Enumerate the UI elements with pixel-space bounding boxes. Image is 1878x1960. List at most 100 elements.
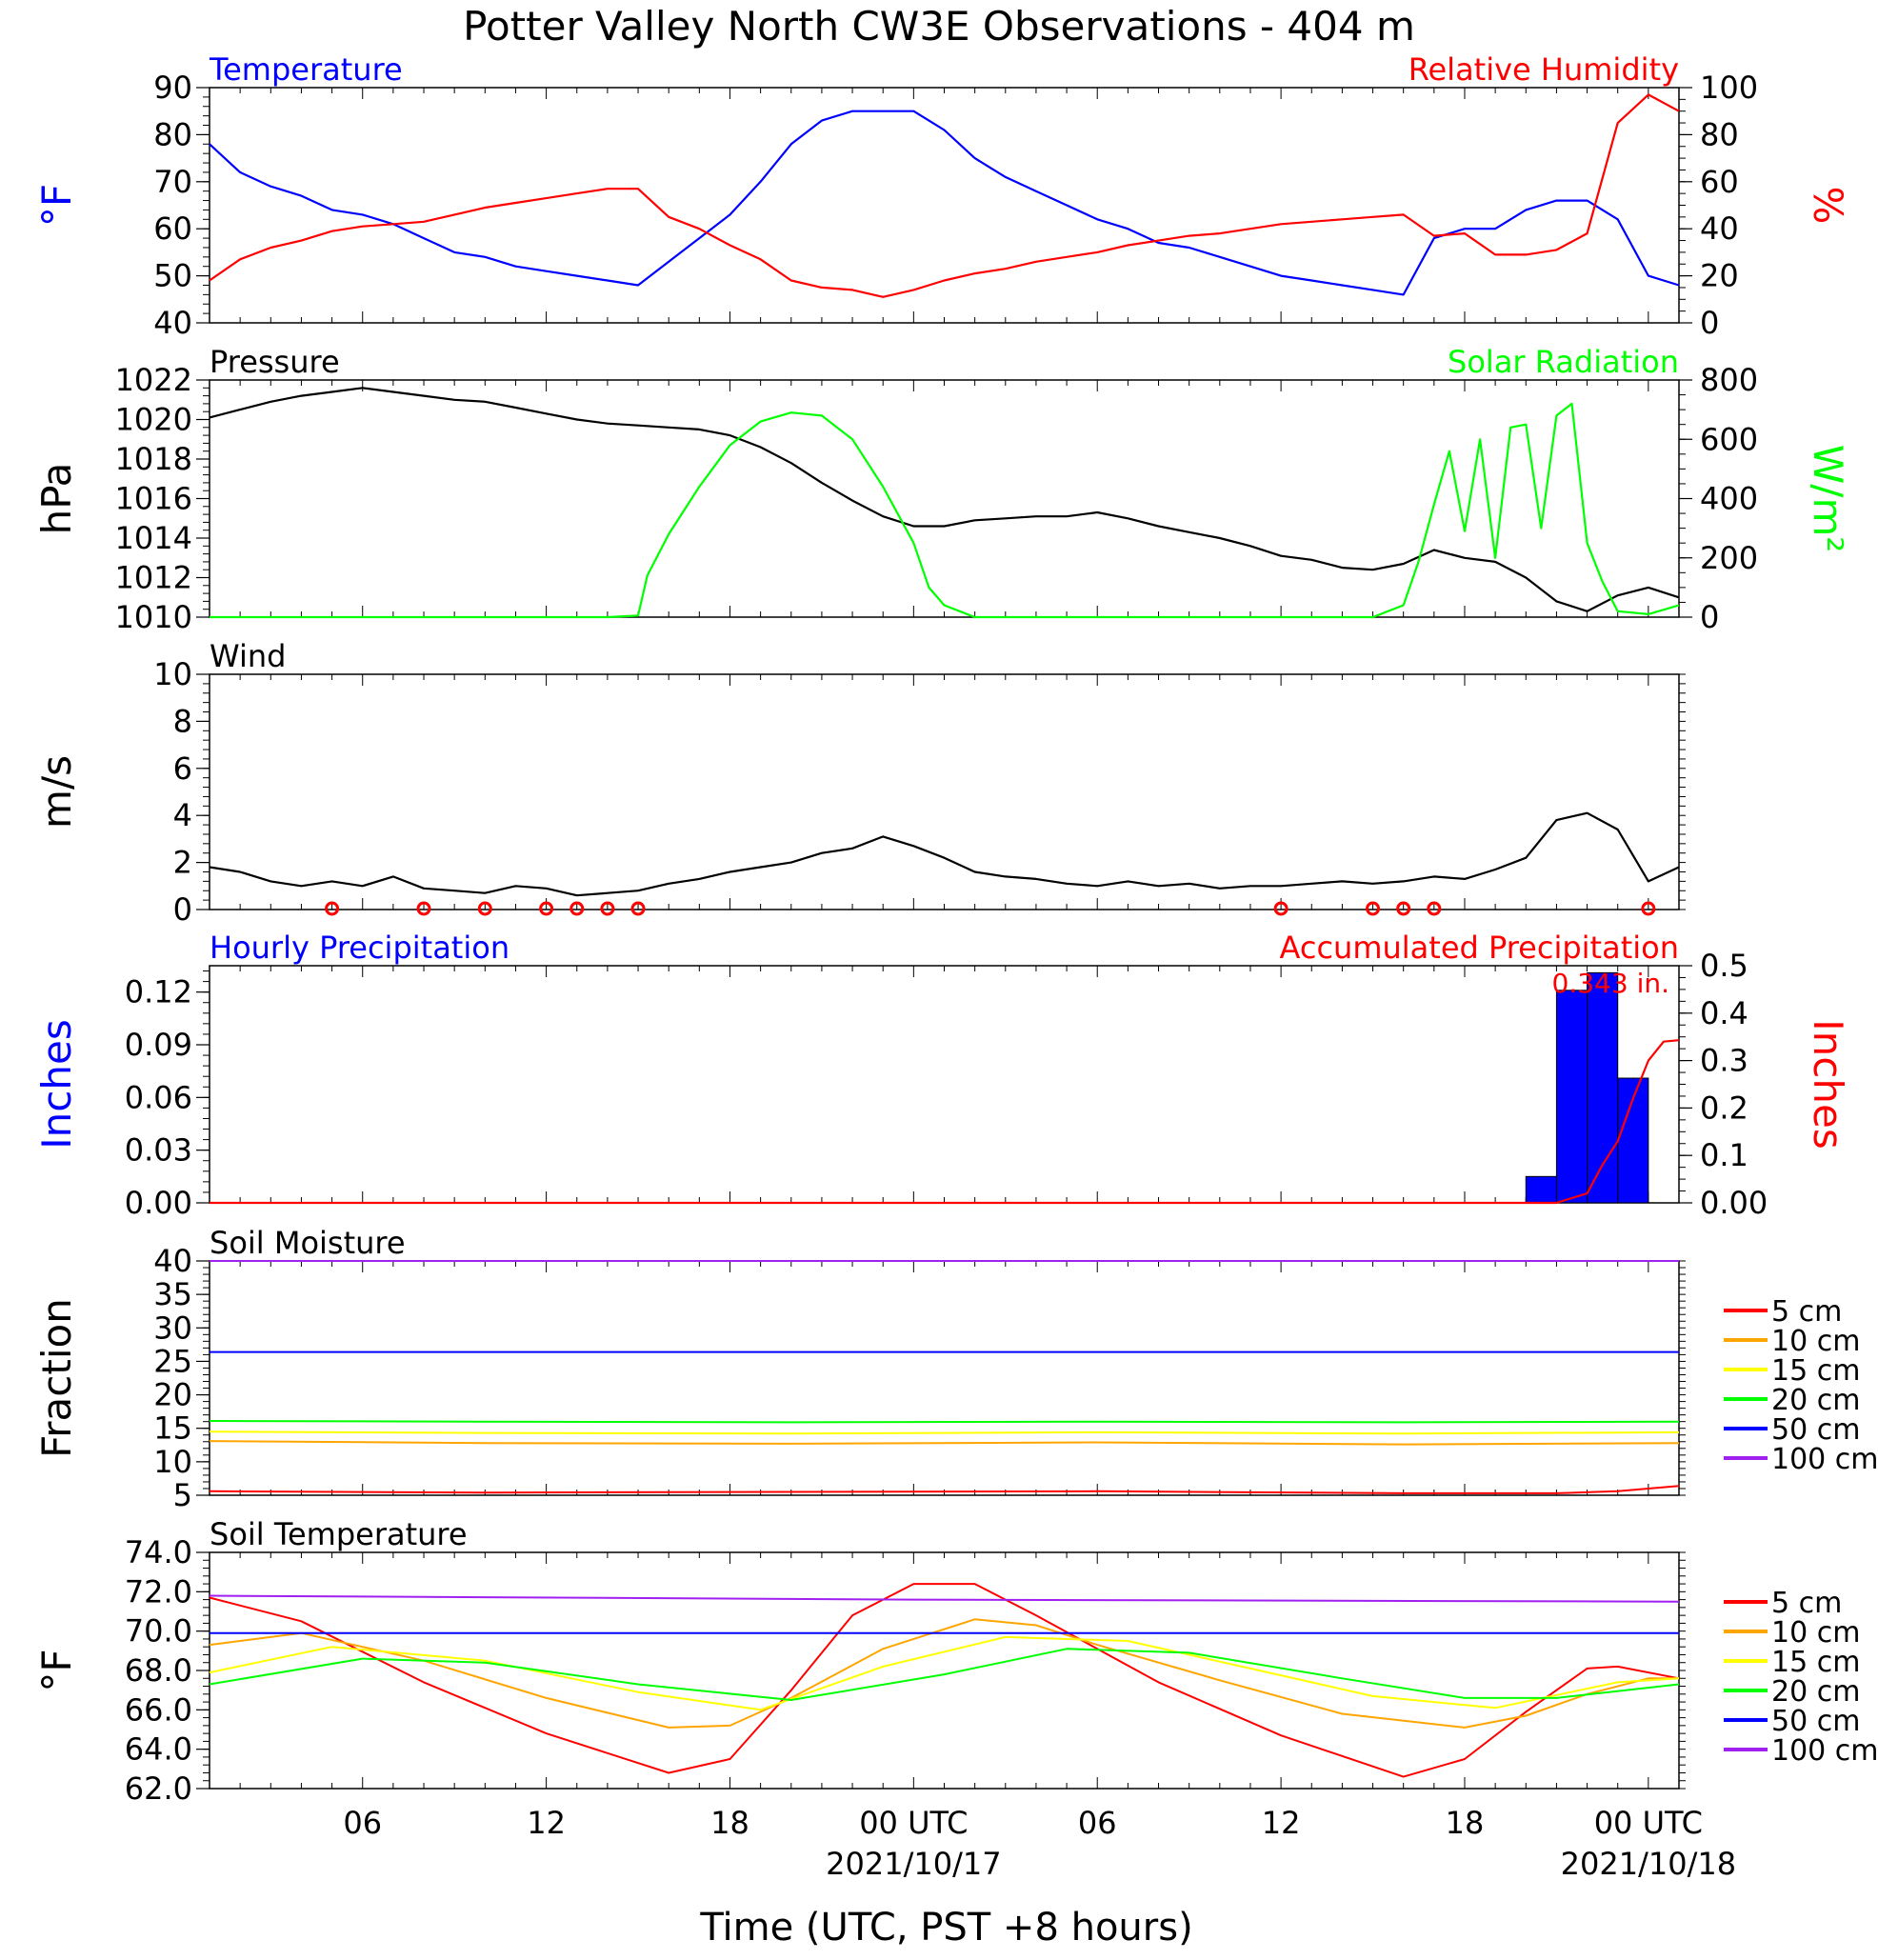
y-tick-label-left: 72.0: [125, 1573, 192, 1610]
panel-title-left: Wind: [210, 638, 286, 674]
calm-wind-marker: [539, 901, 554, 916]
legend-label: 10 cm: [1771, 1616, 1860, 1650]
panel-title-right: Solar Radiation: [1448, 344, 1679, 380]
series-line-wind: [209, 811, 1680, 897]
y-tick-label-right: 0.3: [1700, 1043, 1748, 1079]
series-line-accumulated-precipitation: [210, 1039, 1680, 1205]
y-tick-label-left: 68.0: [125, 1652, 192, 1689]
y-tick-label-left: 74.0: [125, 1534, 192, 1570]
y-tick-label-left: 1018: [115, 441, 192, 477]
legend-label: 5 cm: [1771, 1587, 1842, 1620]
plot-frame: [209, 673, 1680, 910]
y-tick-label-left: 20: [153, 1377, 192, 1413]
y-tick-label-right: 400: [1700, 481, 1758, 517]
y-tick-label-right: 0.4: [1700, 995, 1748, 1031]
y-tick-label-left: 1022: [115, 362, 192, 398]
calm-wind-marker: [600, 901, 615, 916]
plot-frame: [209, 1260, 1680, 1496]
time-tick-label: 12: [527, 1805, 566, 1841]
y-tick-label-right: 100: [1700, 70, 1758, 106]
y-tick-label-right: 20: [1700, 258, 1739, 294]
time-tick-label: 00 UTC: [1594, 1805, 1703, 1841]
y-tick-label-left: 1020: [115, 402, 192, 438]
figure-title: Potter Valley North CW3E Observations - …: [463, 3, 1415, 50]
y-tick-label-right: 0.2: [1700, 1090, 1748, 1126]
y-tick-label-left: 15: [153, 1410, 192, 1447]
precip-bar: [1525, 1175, 1557, 1204]
series-line-20-cm: [209, 1420, 1680, 1424]
panel-title-right: Relative Humidity: [1408, 51, 1679, 88]
y-tick-label-left: 0.03: [125, 1132, 192, 1169]
y-tick-label-left: 1010: [115, 599, 192, 635]
panel-title-left: Pressure: [210, 344, 340, 380]
legend-label: 5 cm: [1771, 1295, 1842, 1329]
y-tick-label-left: 0: [173, 891, 192, 928]
precip-bar: [1555, 990, 1588, 1204]
calm-wind-marker: [1273, 901, 1289, 916]
calm-wind-marker: [1366, 901, 1381, 916]
legend-label: 15 cm: [1771, 1354, 1860, 1388]
calm-wind-marker: [630, 901, 646, 916]
calm-wind-marker: [416, 901, 431, 916]
y-tick-label-right: 200: [1700, 540, 1758, 576]
calm-wind-marker: [1396, 901, 1411, 916]
y-tick-label-left: 1012: [115, 560, 192, 596]
y-tick-label-left: 0.06: [125, 1079, 192, 1115]
plot-frame: [209, 965, 1680, 1204]
y-tick-label-left: 0.09: [125, 1027, 192, 1063]
legend-label: 100 cm: [1771, 1734, 1878, 1768]
unit-label-left: m/s: [33, 755, 80, 829]
time-tick-label: 18: [1446, 1805, 1485, 1841]
y-tick-label-right: 60: [1700, 164, 1739, 200]
legend-label: 50 cm: [1771, 1413, 1860, 1447]
y-tick-label-right: 0: [1700, 599, 1719, 635]
unit-label-right: W/m²: [1805, 445, 1851, 552]
y-tick-label-left: 5: [173, 1477, 192, 1513]
calm-wind-marker: [477, 901, 492, 916]
y-tick-label-right: 600: [1700, 421, 1758, 457]
calm-wind-marker: [325, 901, 340, 916]
series-line-relative-humidity: [209, 93, 1680, 298]
series-line-15-cm: [209, 1430, 1680, 1435]
legend-label: 10 cm: [1771, 1325, 1860, 1358]
y-tick-label-left: 35: [153, 1276, 192, 1312]
panel-title-left: Soil Moisture: [210, 1225, 406, 1261]
y-tick-label-left: 0.00: [125, 1185, 192, 1221]
panel-temp_rh: 40 50 60 70 80 90 0 20 40 60 80 100 Temperature Relat…: [33, 51, 1851, 341]
precip-bar: [1587, 971, 1619, 1204]
y-tick-label-left: 10: [153, 1444, 192, 1480]
y-tick-label-left: 1014: [115, 520, 192, 556]
y-tick-label-left: 2: [173, 845, 192, 881]
unit-label-left: Inches: [33, 1019, 80, 1149]
panel-soil_temperature: 62.064.066.068.070.072.074.0 Soil Tempera…: [33, 1516, 1878, 1807]
series-line-10-cm: [209, 1618, 1679, 1729]
y-tick-label-left: 66.0: [125, 1691, 192, 1728]
legend-label: 50 cm: [1771, 1705, 1860, 1738]
y-tick-label-left: 1016: [115, 481, 192, 517]
series-line-temperature: [209, 110, 1680, 296]
y-tick-label-right: 0: [1700, 305, 1719, 341]
series-line-15-cm: [209, 1635, 1680, 1711]
series-line-pressure: [209, 387, 1680, 612]
panel-wind: 0 2 4 6 8 10 Wind m/s: [33, 638, 1686, 928]
calm-wind-marker: [1641, 901, 1656, 916]
time-tick-label: 00 UTC: [859, 1805, 968, 1841]
accumulated-total-label: 0.343 in.: [1552, 968, 1669, 999]
y-tick-label-right: 80: [1700, 116, 1739, 152]
unit-label-right: %: [1805, 187, 1851, 225]
unit-label-right: Inches: [1805, 1019, 1851, 1149]
panel-title-right: Accumulated Precipitation: [1280, 930, 1679, 966]
y-tick-label-right: 0.1: [1700, 1137, 1748, 1173]
time-date-label: 2021/10/18: [1561, 1846, 1736, 1882]
y-tick-label-left: 6: [173, 750, 192, 787]
legend-label: 20 cm: [1771, 1384, 1860, 1417]
y-tick-label-left: 10: [153, 656, 192, 692]
y-tick-label-right: 0.5: [1700, 948, 1748, 984]
unit-label-left: hPa: [33, 463, 80, 535]
calm-wind-marker: [1427, 901, 1442, 916]
series-line-5-cm: [209, 1583, 1680, 1778]
time-date-label: 2021/10/17: [826, 1846, 1001, 1882]
